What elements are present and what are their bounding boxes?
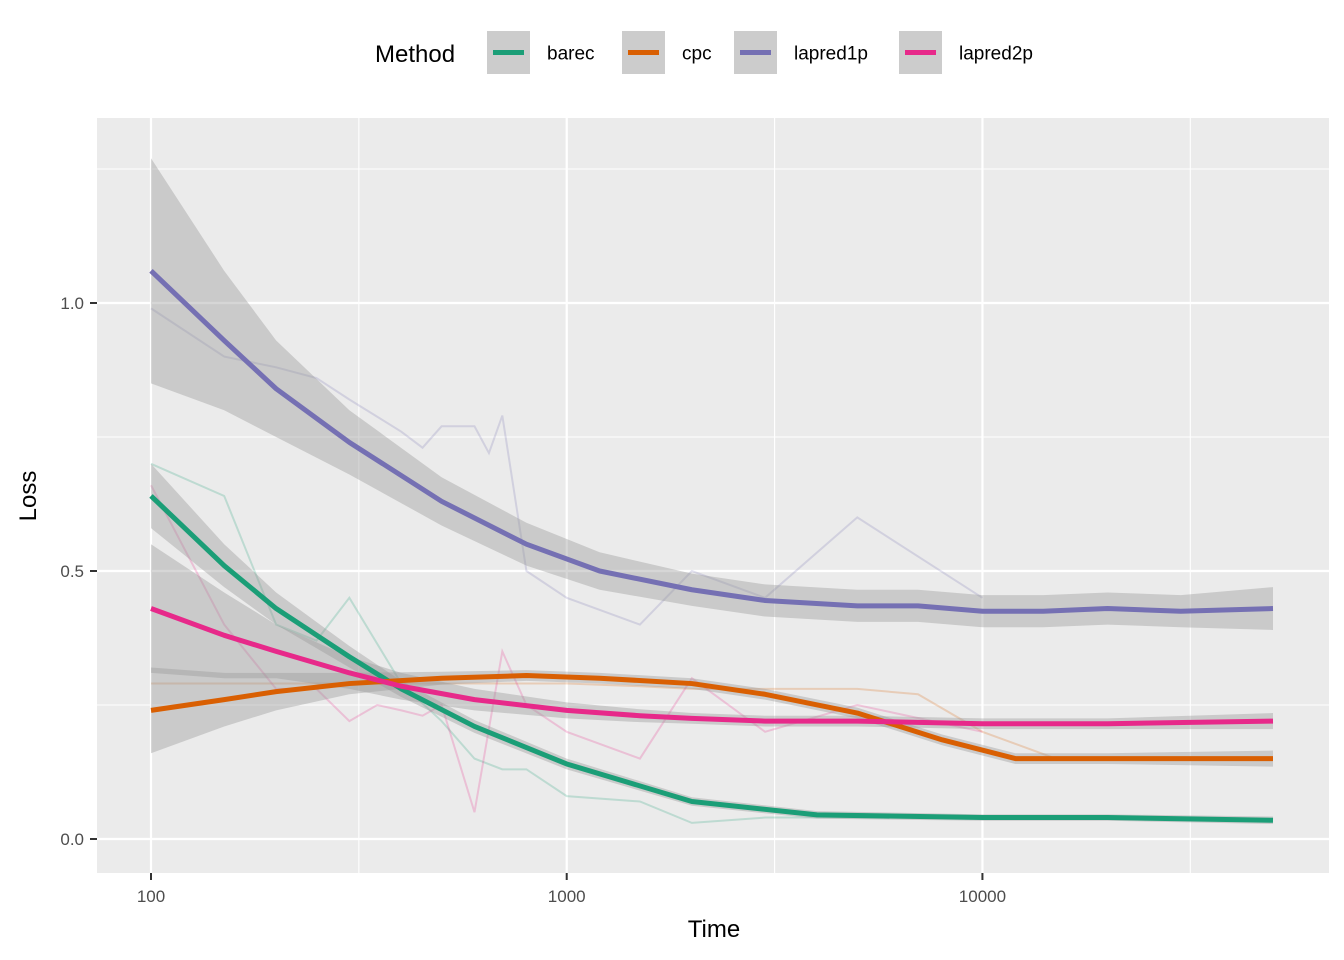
- legend-label-lapred2p: lapred2p: [959, 44, 1033, 65]
- x-axis: 100 1000 10000: [137, 873, 1006, 906]
- legend-label-lapred1p: lapred1p: [794, 44, 868, 65]
- grid-major: [97, 118, 1329, 873]
- legend-label-barec: barec: [547, 44, 595, 65]
- y-tick-label: 0.0: [60, 830, 84, 849]
- y-axis: 0.0 0.5 1.0: [60, 294, 97, 849]
- x-tick-label: 1000: [548, 887, 586, 906]
- confidence-band-lapred2p: [151, 544, 1273, 730]
- legend: Method barec cpc lapred1p lapred2p: [375, 31, 1033, 74]
- plot-panel: [97, 118, 1329, 873]
- y-tick-label: 0.5: [60, 562, 84, 581]
- x-tick-label: 10000: [959, 887, 1006, 906]
- y-tick-label: 1.0: [60, 294, 84, 313]
- smooth-line-lapred1p: [149, 269, 1274, 614]
- smoothed-lines: [149, 269, 1274, 823]
- legend-title: Method: [375, 41, 455, 68]
- plot-area: [97, 118, 1329, 873]
- x-tick-label: 100: [137, 887, 165, 906]
- raw-line-lapred1p: [150, 307, 983, 626]
- confidence-band-lapred1p: [151, 158, 1273, 630]
- smooth-line-cpc: [150, 673, 1273, 762]
- raw-line-barec: [150, 462, 983, 824]
- x-axis-title: Time: [688, 916, 740, 943]
- y-axis-title: Loss: [15, 471, 42, 522]
- legend-items: barec cpc lapred1p lapred2p: [487, 31, 1033, 74]
- legend-label-cpc: cpc: [682, 44, 712, 65]
- smooth-line-lapred2p: [150, 606, 1274, 727]
- grid-minor: [97, 118, 1329, 873]
- smooth-line-barec: [149, 494, 1274, 823]
